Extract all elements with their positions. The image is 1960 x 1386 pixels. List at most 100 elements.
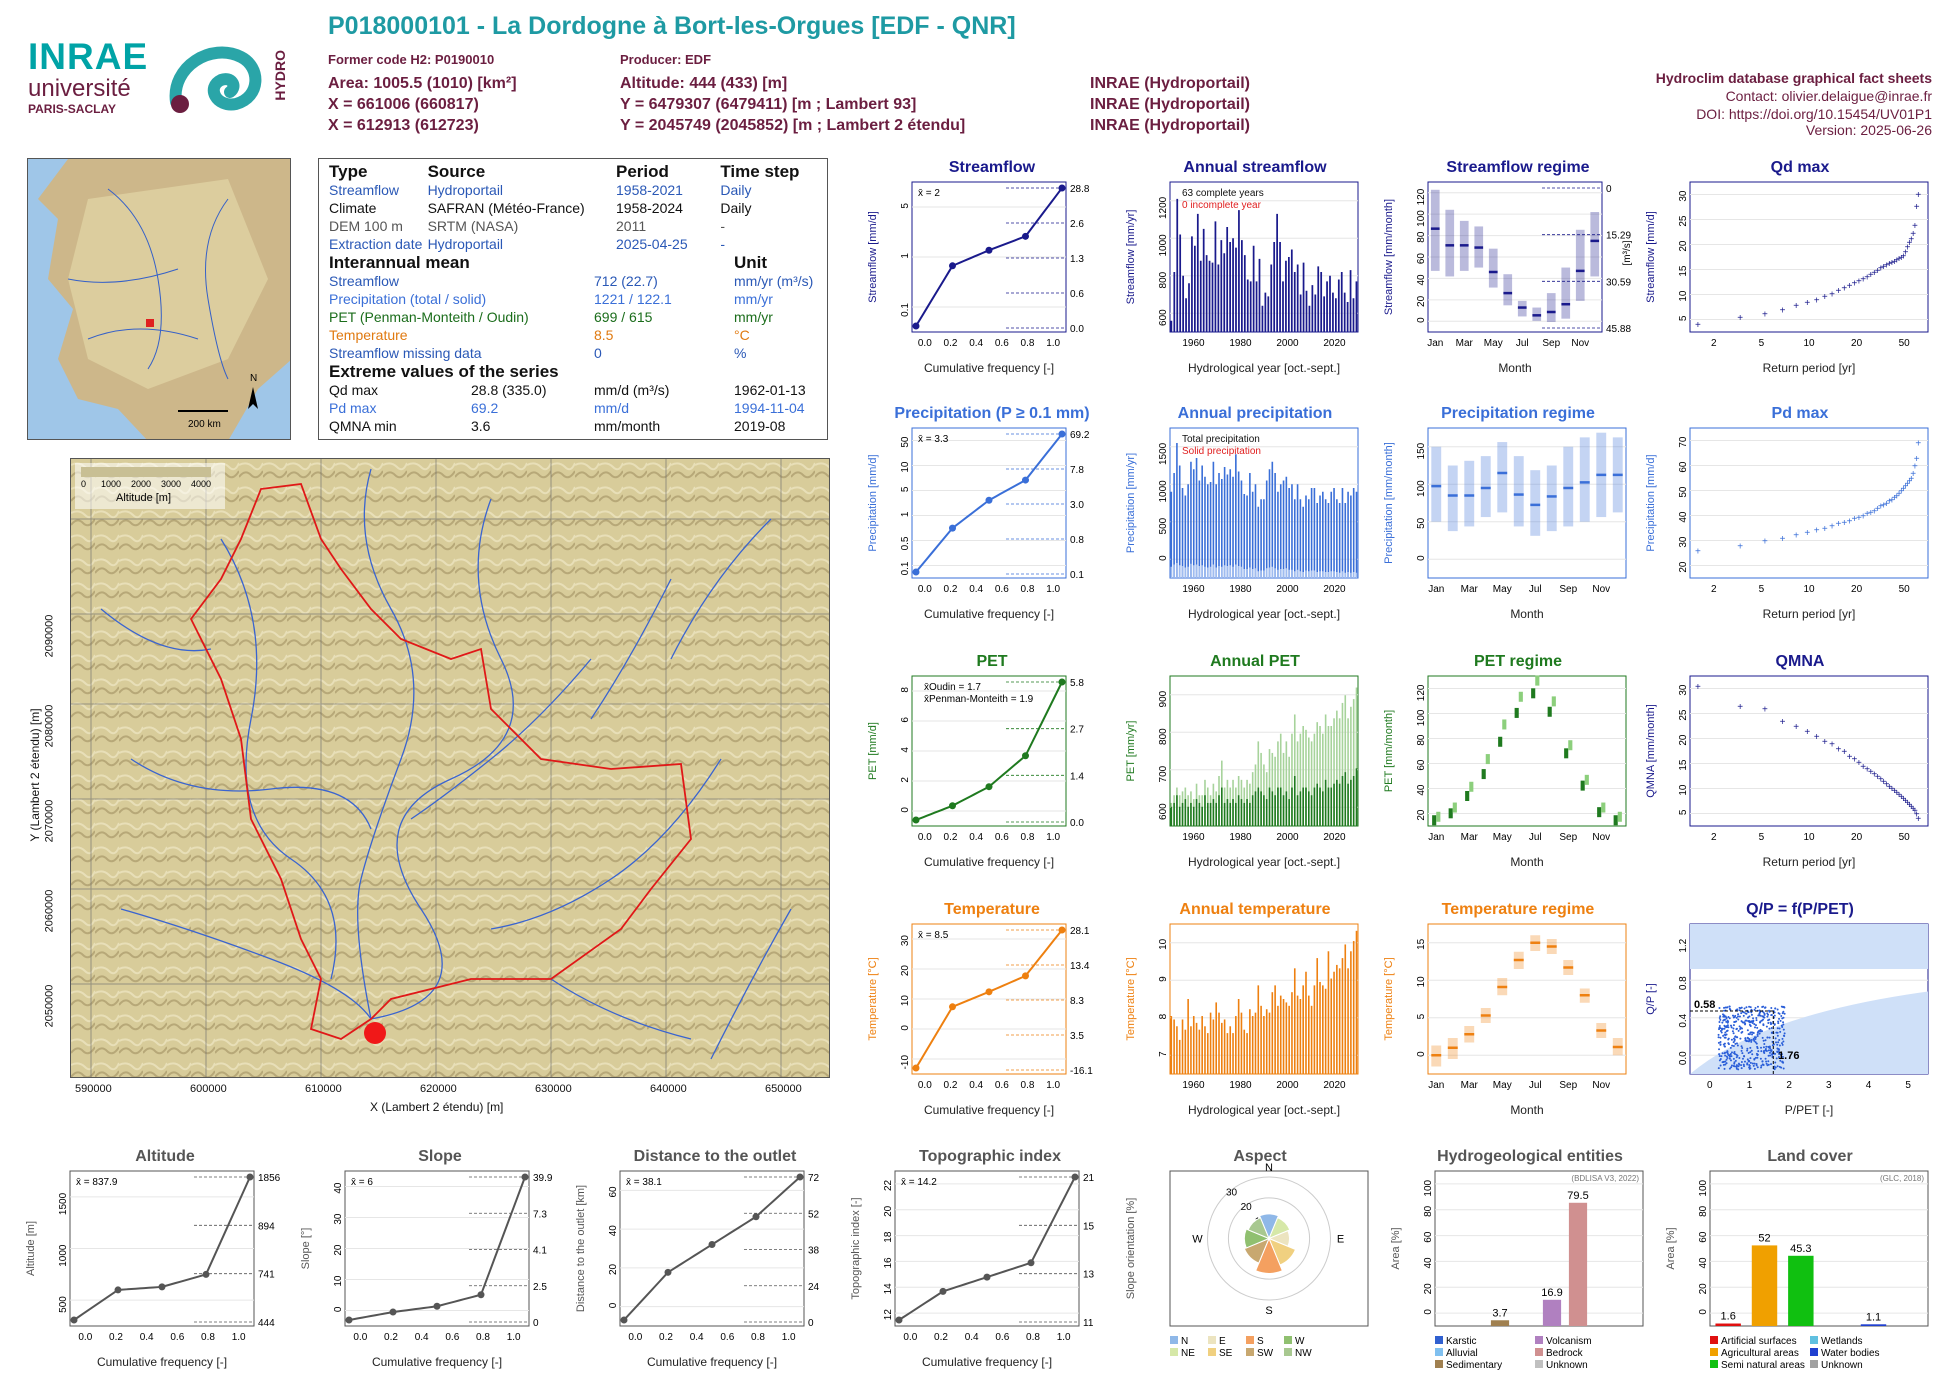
- data-point: +: [1875, 504, 1881, 515]
- bar-oudin: [1324, 779, 1327, 826]
- bar-oudin: [1232, 799, 1234, 826]
- y-tick-label: 100: [1416, 480, 1427, 497]
- y-tick-label: 20: [608, 1263, 619, 1275]
- legend-swatch: [1535, 1360, 1543, 1368]
- data-point: [1728, 1017, 1731, 1020]
- x-tick-label: 5: [1759, 832, 1765, 843]
- x-tick-label: 1980: [1229, 832, 1252, 843]
- chart-panel-altitude-curve: Altitude Altitude [m] Cumulative frequency…: [20, 1147, 290, 1372]
- data-point: +: [1891, 493, 1897, 504]
- bar-oudin: [1291, 787, 1293, 826]
- legend-entry: Bedrock: [1546, 1348, 1584, 1359]
- data-point: +: [1852, 755, 1858, 766]
- cell: 2025-04-25: [616, 236, 688, 252]
- x-tick-label: 2020: [1323, 832, 1346, 843]
- bar: [1305, 495, 1307, 578]
- bar-oudin: [1218, 795, 1220, 826]
- data-point: +: [1822, 292, 1828, 303]
- chart-panel-annual-streamflow: Annual streamflow Streamflow [mm/yr] Hydro…: [1120, 158, 1370, 378]
- x-axis-label: Cumulative frequency [-]: [922, 1355, 1052, 1369]
- data-point: [1779, 1019, 1782, 1022]
- data-point: +: [1912, 462, 1918, 473]
- bar: [1188, 283, 1190, 332]
- plot-area: [1689, 427, 1929, 579]
- basin-map-svg: 0 1000 2000 3000 4000 Altitude [m]: [71, 459, 829, 1077]
- bar: [1355, 491, 1358, 578]
- bar: [1208, 260, 1211, 332]
- bar: [1282, 752, 1285, 826]
- bar: [1279, 995, 1282, 1074]
- table-row: Streamflow Hydroportail 1958-2021 Daily: [329, 181, 817, 199]
- data-point: +: [1898, 253, 1904, 264]
- bar-oudin: [1240, 799, 1243, 826]
- data-point: +: [1695, 682, 1701, 693]
- data-point: [1750, 1011, 1753, 1014]
- month-label: Mar: [1461, 832, 1479, 843]
- data-point: +: [1908, 474, 1914, 485]
- bar: [1223, 467, 1226, 578]
- chart-title: Hydrogeological entities: [1437, 1148, 1623, 1165]
- bar: [1490, 1320, 1510, 1326]
- bar: [1192, 469, 1195, 578]
- x-tick-label: 10: [1803, 832, 1815, 843]
- data-point: [1756, 1045, 1759, 1048]
- right-tick-label: 0: [1606, 184, 1612, 195]
- bar: [1332, 292, 1334, 332]
- y-axis-label: PET [mm/d]: [867, 722, 879, 780]
- data-point: [1746, 1058, 1749, 1061]
- data-point: [1753, 1008, 1756, 1011]
- bar: [1268, 1012, 1271, 1074]
- y-tick-label: 10: [1416, 976, 1427, 988]
- bar: [1285, 741, 1288, 826]
- data-point: [1743, 1060, 1746, 1063]
- x-tick-label: 2: [1711, 832, 1717, 843]
- x-tick-label: 2020: [1323, 1080, 1346, 1091]
- data-point: +: [1878, 502, 1884, 513]
- legend-swatch: [1170, 1336, 1178, 1344]
- table-row: Extraction date Hydroportail 2025-04-25 -: [329, 235, 817, 253]
- data-point: +: [1889, 784, 1895, 795]
- data-point: [1776, 1065, 1779, 1068]
- legend-entry: Wetlands: [1821, 1336, 1863, 1347]
- cell: DEM 100 m: [329, 218, 403, 234]
- cell: 2011: [616, 218, 647, 234]
- doi-link[interactable]: DOI: https://doi.org/10.15454/UV01P1: [1696, 106, 1932, 122]
- bar: [1268, 469, 1271, 578]
- y-tick-label: 0: [1416, 317, 1427, 323]
- bar-solid: [1221, 566, 1223, 578]
- data-point: [1766, 1036, 1769, 1039]
- month-label: Nov: [1592, 584, 1610, 595]
- legend-entry: Total precipitation: [1182, 434, 1260, 445]
- data-point: [1743, 1007, 1746, 1010]
- cell: 1962-01-13: [734, 382, 806, 398]
- bar: [1176, 198, 1179, 332]
- y-tick-label: 60: [1423, 1231, 1434, 1243]
- legend-tick: 4000: [191, 479, 211, 489]
- cell: SAFRAN (Météo-France): [427, 200, 585, 216]
- bar: [1263, 1016, 1265, 1074]
- data-point: +: [1881, 777, 1887, 788]
- bar-solid: [1251, 569, 1254, 578]
- quantile-point: [1058, 430, 1066, 438]
- bar: [1215, 1002, 1218, 1074]
- bar-solid: [1277, 569, 1279, 578]
- mean-label: x̄ = 837.9: [76, 1177, 118, 1188]
- x-tick-label: 0.2: [944, 1080, 958, 1091]
- bar-solid: [1302, 572, 1304, 578]
- chart-title: Q/P = f(P/PET): [1746, 901, 1854, 918]
- data-point: [1773, 1065, 1776, 1068]
- data-point: +: [1871, 268, 1877, 279]
- y-tick-label: 50: [1678, 486, 1689, 498]
- data-point: [1764, 1047, 1767, 1050]
- bar: [1243, 255, 1246, 332]
- chart-svg-precip-fdc: Precipitation (P ≥ 0.1 mm) Precipitation …: [867, 405, 1090, 621]
- data-point: [1778, 1052, 1781, 1055]
- data-point: [1724, 1031, 1727, 1034]
- data-point: [1749, 1067, 1752, 1070]
- data-point: [1755, 1017, 1758, 1020]
- data-point: +: [1915, 814, 1921, 825]
- data-point: [1753, 1023, 1756, 1026]
- area: Area: 1005.5 (1010) [km²]: [328, 75, 517, 92]
- bar-oudin: [1178, 806, 1181, 826]
- y-tick-label: 100: [1416, 709, 1427, 726]
